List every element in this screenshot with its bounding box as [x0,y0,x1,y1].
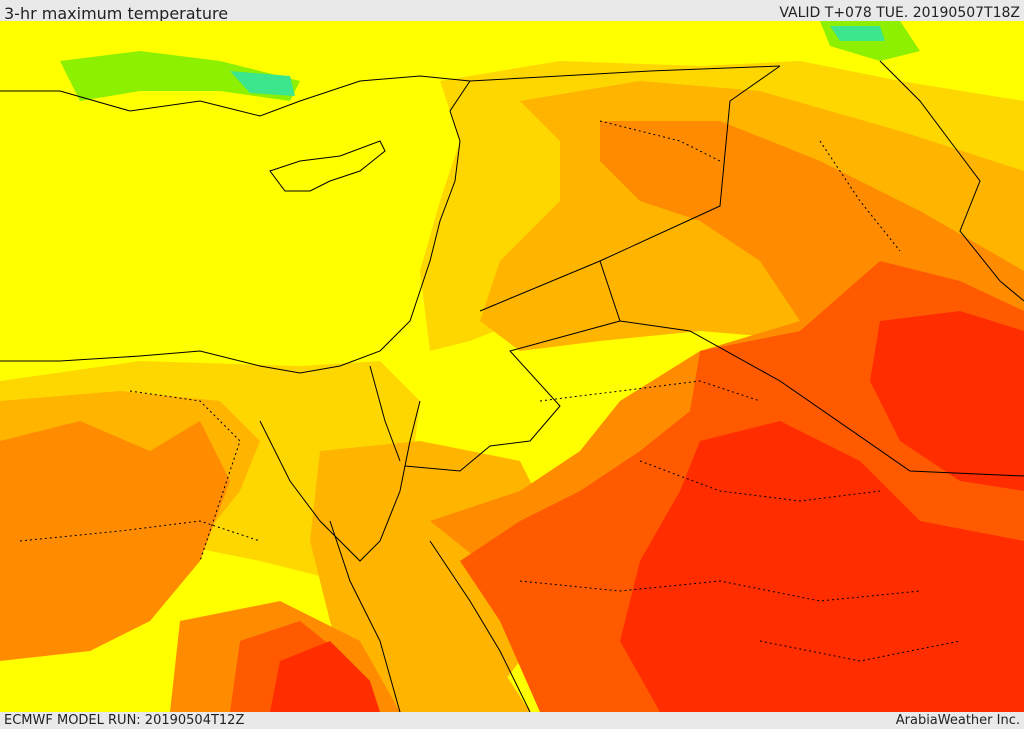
syria-iraq-border [479,65,781,312]
zone-orange-west [0,421,230,661]
zone-coolest-turkey [230,71,295,96]
map-header: 3-hr maximum temperature VALID T+078 TUE… [0,0,1024,23]
iran-iraq-border [879,60,1024,302]
province-line-1 [129,390,241,562]
zone-cool-turkey [60,51,300,101]
temperature-map[interactable] [0,21,1024,712]
zone-red-iraq [870,311,1024,491]
cyprus-outline [269,140,386,192]
province-line-8 [759,640,961,662]
red-sea-west-coast [329,520,401,712]
jordan-border [404,260,621,472]
zone-red-sudan [270,641,380,712]
red-sea [330,521,530,712]
turkey-syria-border [469,65,781,82]
egypt-israel-border [369,365,401,462]
province-line-5 [519,580,921,602]
model-run-label: ECMWF MODEL RUN: 20190504T12Z [4,713,245,728]
saudi-iraq-border [619,320,1024,477]
coastlines [0,75,531,712]
province-line-3 [539,380,761,402]
levant-coastline [0,80,471,374]
zone-coolest-caucasus [830,26,885,41]
valid-time-label: VALID T+078 TUE. 20190507T18Z [779,5,1020,21]
map-footer: ECMWF MODEL RUN: 20190504T12Z ArabiaWeat… [0,712,1024,729]
national-borders [369,60,1024,477]
red-sea-east-coast [429,540,531,712]
province-line-2 [19,520,261,542]
sinai-gulf-coast [259,400,421,562]
province-line-4 [639,460,881,502]
temperature-map-canvas [0,21,1024,712]
map-title: 3-hr maximum temperature [4,4,229,23]
zone-red-arabia [620,421,1024,712]
credit-label: ArabiaWeather Inc. [895,713,1020,728]
turkey-coastline [0,75,471,117]
provincial-borders [19,120,961,662]
